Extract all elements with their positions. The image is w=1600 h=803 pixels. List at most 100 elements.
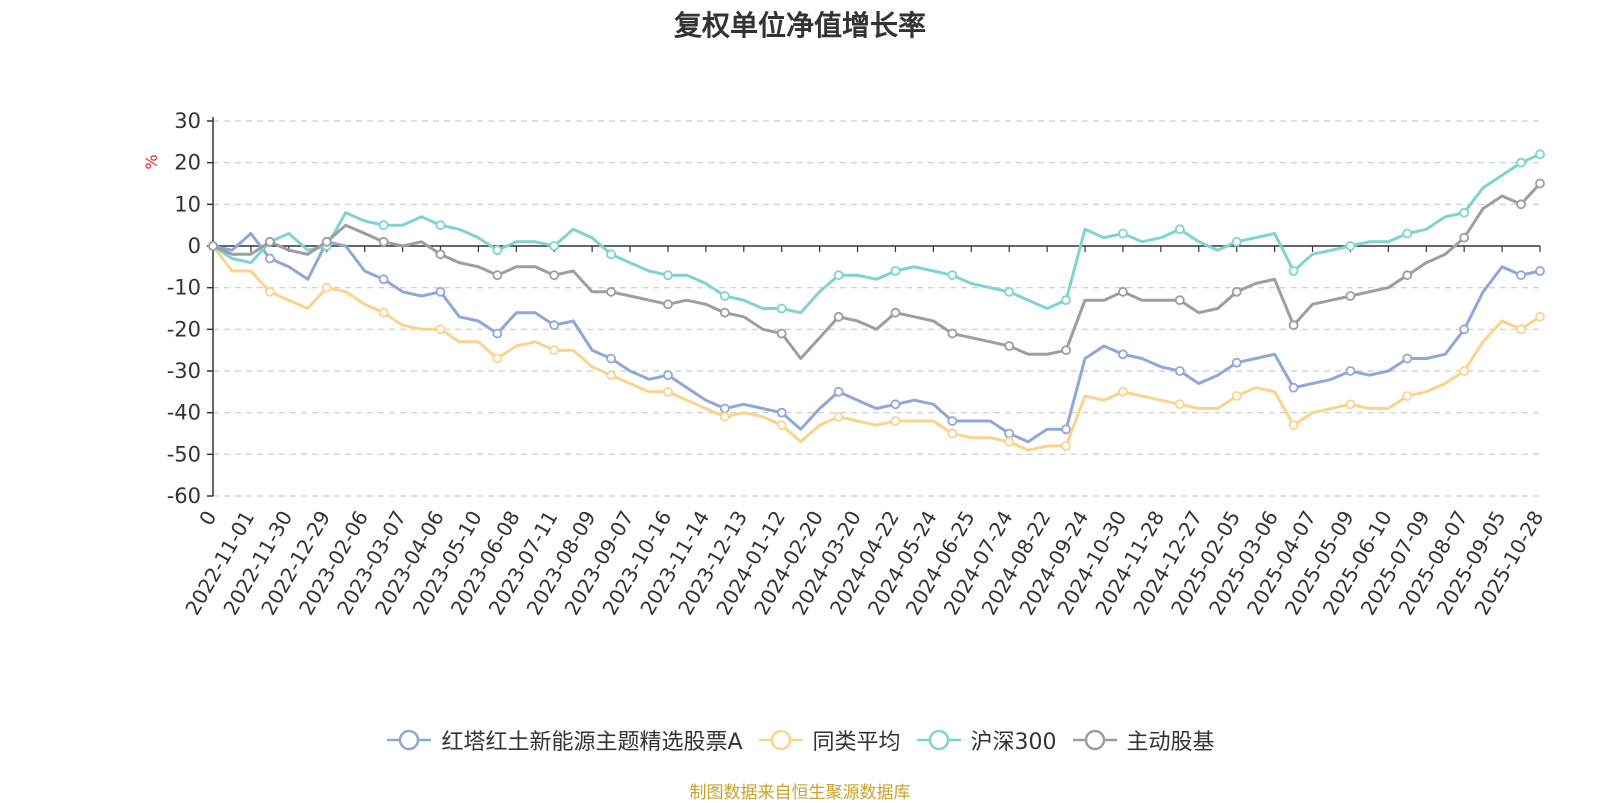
data-point xyxy=(947,328,958,339)
y-tick-label: -40 xyxy=(167,401,201,425)
data-point xyxy=(719,403,730,414)
data-point xyxy=(606,370,616,381)
y-tick-label: -30 xyxy=(167,359,201,383)
y-tick-label: -60 xyxy=(167,484,201,508)
y-tick-label: 20 xyxy=(174,151,201,175)
data-point xyxy=(378,307,389,318)
data-point xyxy=(1004,341,1015,351)
data-point xyxy=(1402,353,1413,364)
data-point xyxy=(1459,366,1470,376)
data-point xyxy=(1061,295,1071,306)
y-tick-label: -50 xyxy=(167,442,201,466)
data-point xyxy=(1288,382,1299,393)
legend-item-2[interactable]: 沪深300 xyxy=(915,724,1057,756)
data-point xyxy=(1459,232,1470,243)
data-point xyxy=(435,220,446,231)
data-point xyxy=(1174,366,1185,376)
data-point xyxy=(1231,236,1242,247)
legend-symbol-icon xyxy=(916,729,961,751)
data-point xyxy=(1459,324,1470,335)
data-point xyxy=(1118,349,1128,360)
data-point xyxy=(776,303,787,314)
data-point xyxy=(1174,224,1185,235)
data-point xyxy=(776,328,787,339)
series-line-0 xyxy=(211,232,1542,444)
data-point xyxy=(1345,241,1356,251)
data-point xyxy=(1516,157,1526,168)
data-point xyxy=(208,241,218,251)
data-point xyxy=(947,270,958,281)
source-note: 制图数据来自恒生聚源数据库 xyxy=(689,783,911,803)
data-point xyxy=(833,311,844,322)
legend-item-0[interactable]: 红塔红土新能源主题精选股票A xyxy=(385,724,743,756)
data-point xyxy=(549,320,560,331)
data-point xyxy=(1231,391,1242,401)
data-point xyxy=(1535,311,1545,322)
data-point xyxy=(947,428,958,439)
y-tick-label: 0 xyxy=(188,234,201,258)
data-point xyxy=(1231,357,1242,368)
legend-label: 主动股基 xyxy=(1126,730,1215,755)
data-point xyxy=(1345,291,1356,301)
data-point xyxy=(1345,366,1356,376)
series-lines xyxy=(208,149,1545,452)
data-point xyxy=(1061,441,1071,451)
y-tick-label: -10 xyxy=(167,276,201,300)
data-point xyxy=(1516,270,1526,281)
data-point xyxy=(1118,286,1128,297)
data-point xyxy=(1516,199,1526,210)
data-point xyxy=(719,291,730,301)
legend-label: 沪深300 xyxy=(970,730,1057,755)
data-point xyxy=(321,282,332,293)
data-point xyxy=(1535,266,1545,276)
data-point xyxy=(549,270,560,281)
y-tick-label: 30 xyxy=(174,109,201,133)
data-point xyxy=(1535,178,1545,189)
data-point xyxy=(492,245,503,256)
data-point xyxy=(947,416,958,426)
data-point xyxy=(492,353,503,364)
chart-title: 复权单位净值增长率 xyxy=(673,9,926,42)
data-point xyxy=(264,286,275,297)
data-point xyxy=(492,328,503,339)
data-point xyxy=(719,307,730,318)
data-point xyxy=(890,307,901,318)
data-point xyxy=(719,411,730,422)
legend-symbol-icon xyxy=(758,729,803,751)
data-point xyxy=(890,416,901,426)
data-point xyxy=(378,236,389,247)
grid-lines xyxy=(213,120,1540,497)
series-line-1 xyxy=(211,244,1542,452)
data-point xyxy=(1004,428,1015,439)
legend-symbol-icon xyxy=(387,729,432,751)
x-tick-label: 0 xyxy=(194,507,221,530)
y-tick-label: 10 xyxy=(174,192,201,216)
data-point xyxy=(1174,399,1185,410)
x-tick-labels: 02022-11-012022-11-302022-12-292023-02-0… xyxy=(180,246,1548,619)
data-point xyxy=(549,345,560,356)
data-point xyxy=(1118,386,1128,397)
data-point xyxy=(663,299,673,310)
data-point xyxy=(378,220,389,231)
data-point xyxy=(776,407,787,418)
legend-symbol-icon xyxy=(1072,729,1117,751)
data-point xyxy=(776,420,787,431)
data-point xyxy=(663,370,673,381)
data-point xyxy=(1402,270,1413,281)
data-point xyxy=(264,253,275,264)
data-point xyxy=(1004,286,1015,297)
axes xyxy=(212,117,1540,496)
data-point xyxy=(890,266,901,276)
data-point xyxy=(1288,320,1299,331)
data-point xyxy=(492,270,503,281)
data-point xyxy=(264,236,275,247)
data-point xyxy=(663,386,673,397)
legend-item-1[interactable]: 同类平均 xyxy=(757,724,901,756)
data-point xyxy=(1288,420,1299,431)
legend-item-3[interactable]: 主动股基 xyxy=(1071,724,1215,756)
data-point xyxy=(833,270,844,281)
data-point xyxy=(1118,228,1128,239)
data-point xyxy=(1061,345,1071,356)
series-line-3 xyxy=(211,182,1542,360)
data-point xyxy=(1174,295,1185,306)
